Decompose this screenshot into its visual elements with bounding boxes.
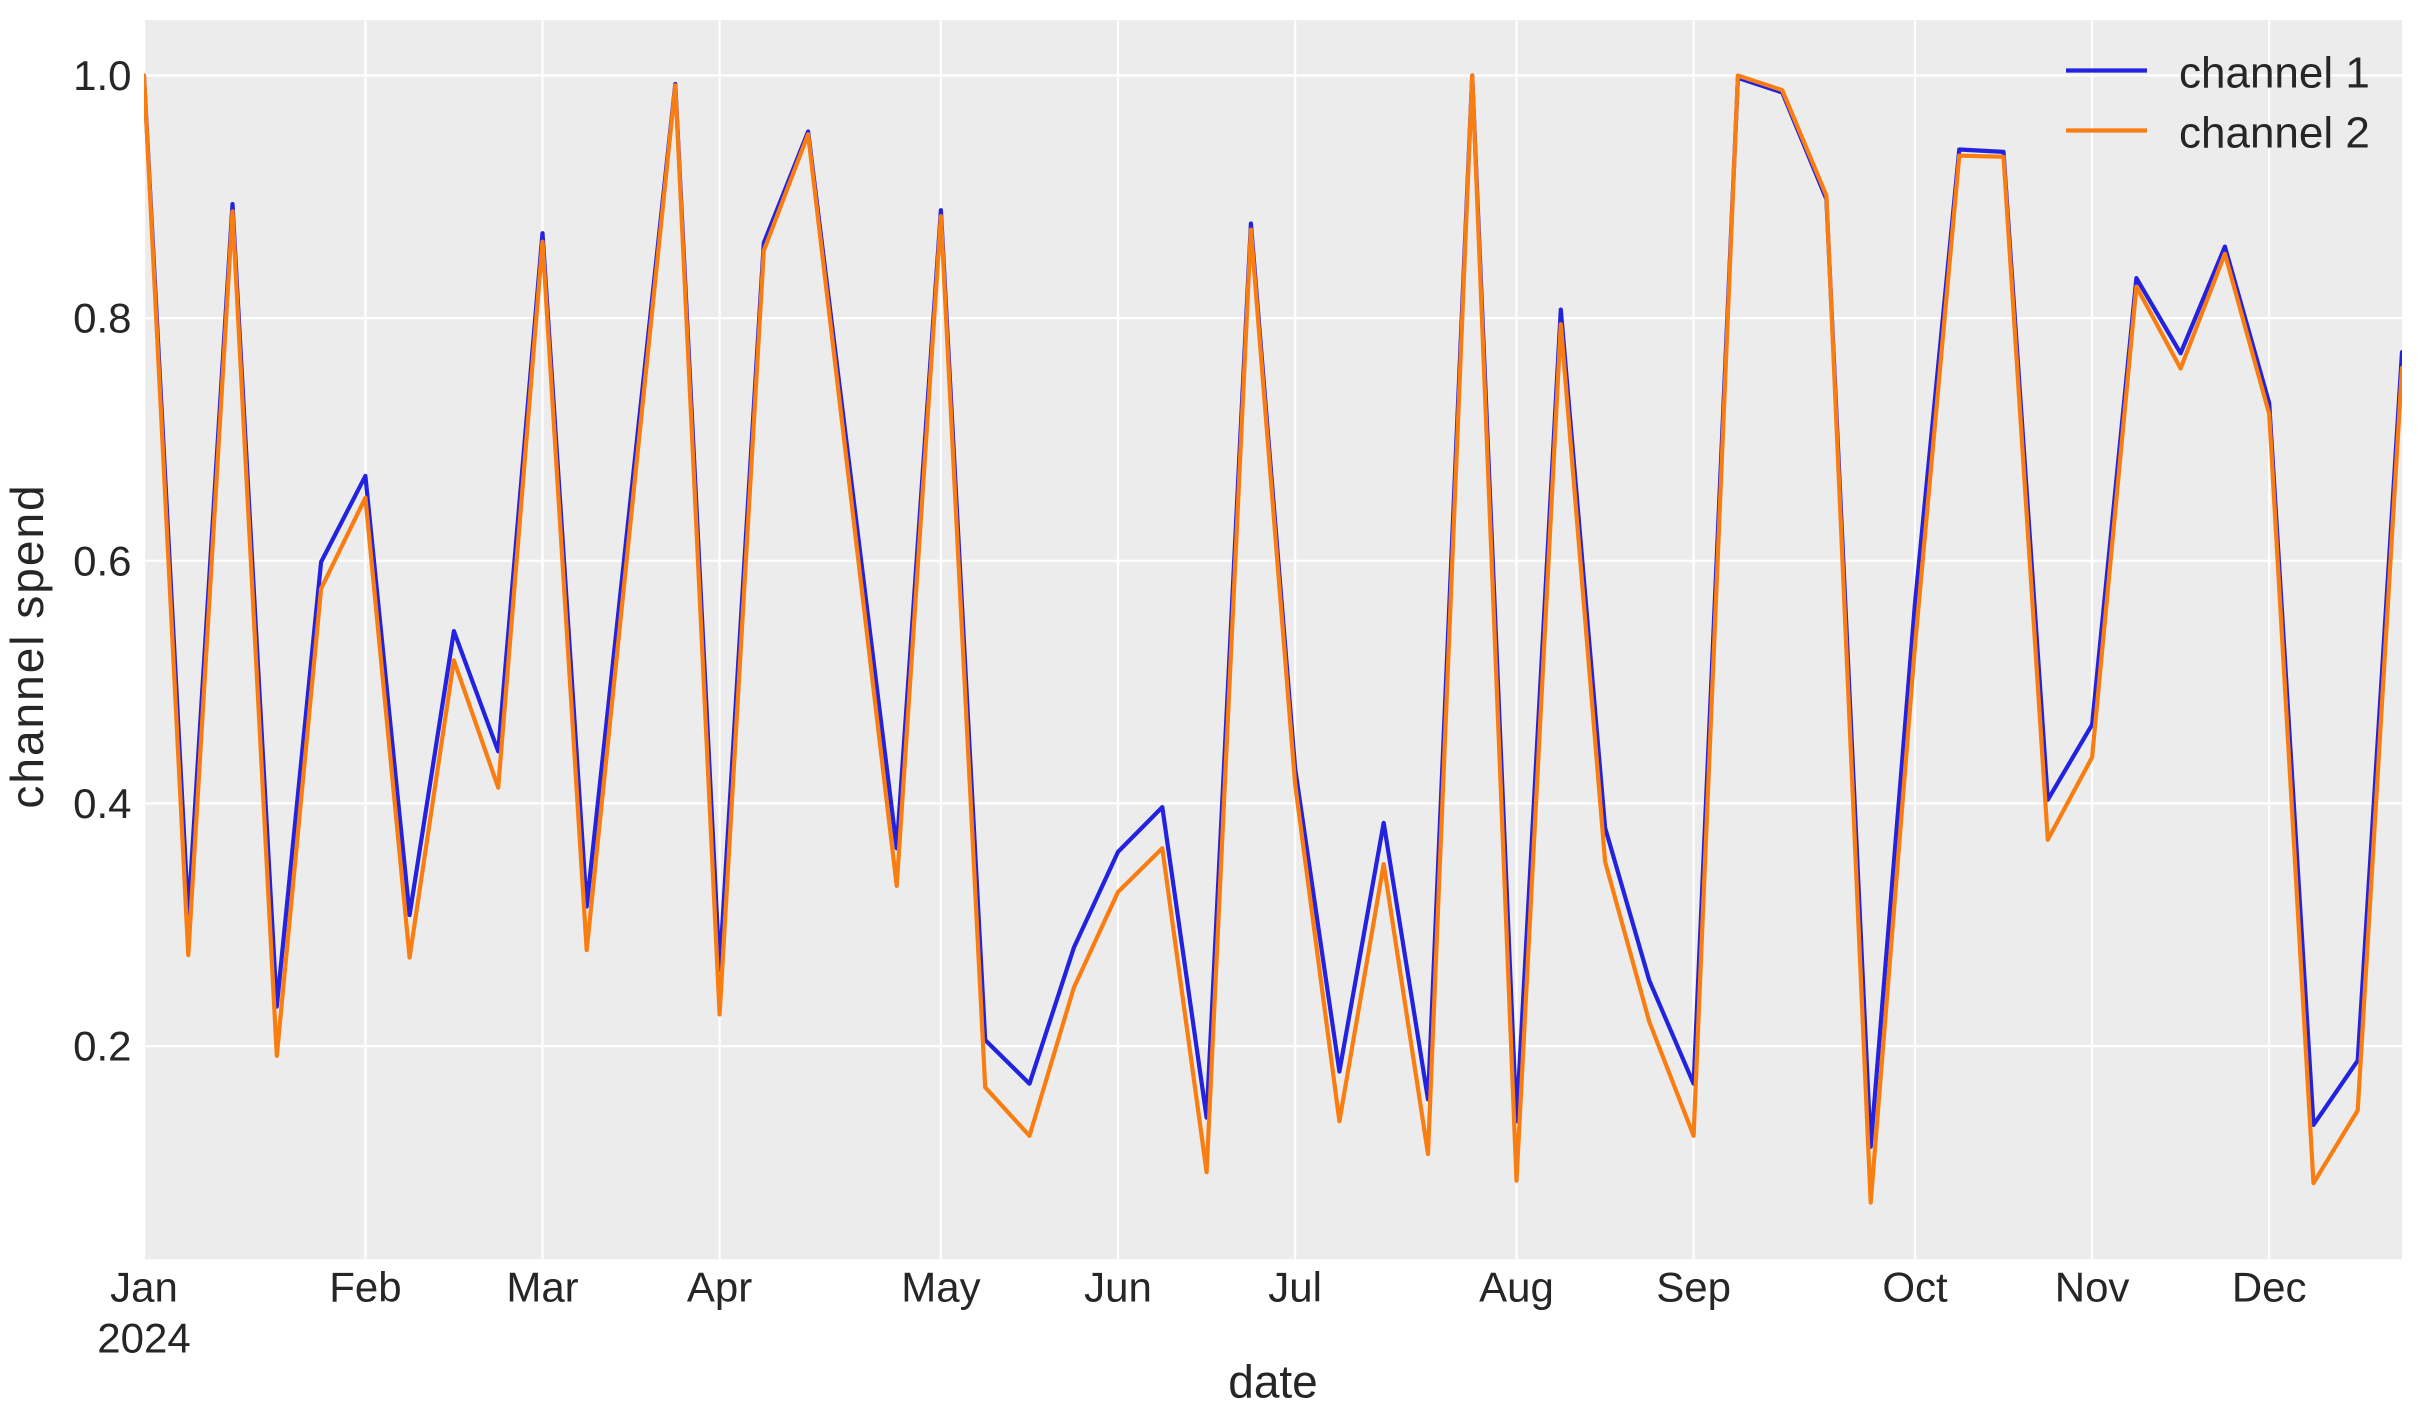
svg-text:channel 2: channel 2 — [2179, 109, 2370, 158]
svg-text:channel 1: channel 1 — [2179, 49, 2370, 98]
svg-text:1.0: 1.0 — [73, 52, 131, 99]
svg-text:Jan: Jan — [110, 1264, 178, 1311]
svg-text:Oct: Oct — [1882, 1264, 1948, 1311]
svg-text:channel spend: channel spend — [1, 483, 53, 808]
svg-text:Mar: Mar — [506, 1264, 578, 1311]
svg-text:Nov: Nov — [2055, 1264, 2130, 1311]
svg-text:0.2: 0.2 — [73, 1023, 131, 1070]
svg-text:0.6: 0.6 — [73, 537, 131, 584]
svg-text:date: date — [1228, 1356, 1318, 1408]
svg-text:0.4: 0.4 — [73, 780, 131, 827]
svg-text:Aug: Aug — [1479, 1264, 1554, 1311]
svg-text:Jun: Jun — [1084, 1264, 1152, 1311]
svg-text:Jul: Jul — [1268, 1264, 1322, 1311]
svg-text:Dec: Dec — [2232, 1264, 2307, 1311]
svg-text:Apr: Apr — [687, 1264, 752, 1311]
svg-text:Feb: Feb — [329, 1264, 401, 1311]
svg-text:Sep: Sep — [1656, 1264, 1731, 1311]
svg-text:May: May — [901, 1264, 980, 1311]
svg-text:2024: 2024 — [97, 1315, 190, 1362]
svg-text:0.8: 0.8 — [73, 295, 131, 342]
